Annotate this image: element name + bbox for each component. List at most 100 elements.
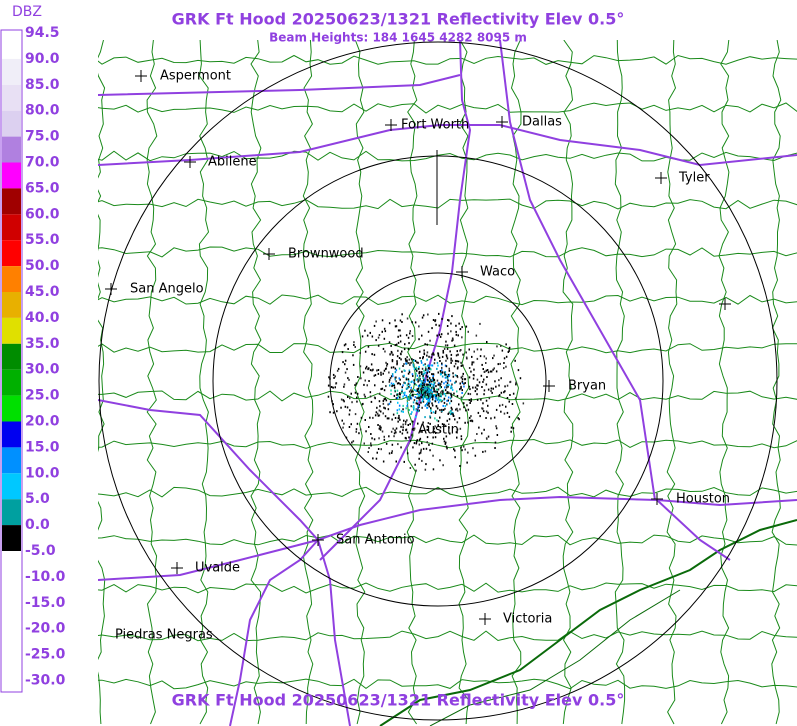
echo xyxy=(454,418,456,421)
echo xyxy=(484,450,487,453)
echo xyxy=(412,420,414,423)
echo xyxy=(467,408,470,411)
echo xyxy=(415,366,417,369)
echo xyxy=(388,371,390,374)
echo xyxy=(424,388,427,391)
echo xyxy=(447,373,450,376)
echo xyxy=(364,329,366,332)
echo xyxy=(424,416,426,419)
legend-label: 30.0 xyxy=(25,362,60,378)
echo xyxy=(397,335,399,338)
echo xyxy=(489,370,492,373)
echo xyxy=(441,366,443,369)
echo xyxy=(415,442,418,445)
echo xyxy=(422,421,424,424)
echo xyxy=(468,399,471,402)
echo xyxy=(485,417,487,419)
echo xyxy=(424,380,427,383)
echo xyxy=(485,383,488,386)
echo xyxy=(421,442,423,445)
legend-label: 75.0 xyxy=(25,129,60,145)
echo xyxy=(417,396,420,399)
echo xyxy=(372,457,374,460)
echo xyxy=(409,439,412,442)
echo xyxy=(362,402,364,405)
echo xyxy=(385,399,388,402)
echo xyxy=(422,373,424,376)
echo xyxy=(452,415,455,417)
echo xyxy=(352,440,355,443)
echo xyxy=(384,350,386,353)
echo xyxy=(431,391,434,393)
echo xyxy=(496,345,498,348)
echo xyxy=(461,326,463,329)
echo xyxy=(406,419,408,422)
echo xyxy=(418,372,420,375)
county-line xyxy=(614,40,626,725)
echo xyxy=(429,339,431,342)
legend-label: -20.0 xyxy=(25,621,66,637)
echo xyxy=(446,391,448,394)
echo xyxy=(443,397,446,400)
echo xyxy=(439,409,441,412)
echo xyxy=(389,353,391,356)
echo xyxy=(442,408,445,411)
echo xyxy=(348,426,351,428)
echo xyxy=(384,368,387,370)
echo xyxy=(417,387,420,390)
echo xyxy=(461,382,464,385)
echo xyxy=(440,383,442,386)
echo xyxy=(442,464,444,467)
echo xyxy=(377,369,380,371)
echo xyxy=(418,395,420,398)
echo xyxy=(397,420,399,423)
echo xyxy=(417,361,419,364)
echo xyxy=(408,369,411,372)
legend-swatch xyxy=(2,628,21,655)
echo xyxy=(445,380,447,383)
echo xyxy=(433,394,436,397)
echo xyxy=(409,362,411,365)
echo xyxy=(441,355,444,358)
echo xyxy=(418,325,420,328)
echo xyxy=(380,448,382,451)
echo xyxy=(387,408,390,411)
echo xyxy=(442,391,444,394)
echo xyxy=(429,389,432,392)
echo xyxy=(448,418,451,421)
echo xyxy=(403,363,405,366)
echo xyxy=(437,382,440,385)
echo xyxy=(479,355,482,358)
echo xyxy=(432,319,435,321)
echo xyxy=(398,414,400,417)
echo xyxy=(450,353,453,356)
echo xyxy=(443,382,445,385)
echo xyxy=(439,360,441,362)
echo xyxy=(340,406,342,409)
city-label: San Angelo xyxy=(130,282,204,297)
echo xyxy=(372,368,374,371)
echo xyxy=(424,392,426,395)
echo xyxy=(441,362,443,365)
echo xyxy=(424,366,427,369)
echo xyxy=(466,461,468,464)
echo xyxy=(434,358,436,361)
echo xyxy=(503,412,506,415)
echo xyxy=(414,321,417,324)
echo xyxy=(407,336,410,339)
echo xyxy=(412,401,415,404)
legend-swatch xyxy=(2,214,21,241)
echo xyxy=(476,384,478,387)
echo xyxy=(456,436,458,439)
echo xyxy=(386,417,389,420)
legend-label: 50.0 xyxy=(25,258,60,274)
echo xyxy=(461,389,463,392)
echo xyxy=(375,320,377,323)
echo xyxy=(354,413,357,416)
echo xyxy=(437,393,439,395)
echo xyxy=(426,364,429,367)
echo xyxy=(480,398,482,401)
echo xyxy=(436,361,439,364)
echo xyxy=(430,364,433,367)
echo xyxy=(413,359,415,362)
